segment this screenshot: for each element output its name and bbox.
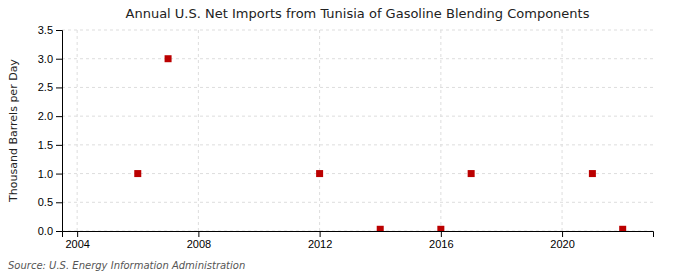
y-tick-mark <box>56 116 62 117</box>
point <box>437 226 444 231</box>
y-grid-line <box>62 30 653 31</box>
x-grid-line <box>77 30 78 231</box>
x-tick-label: 2012 <box>308 238 332 250</box>
x-tick: 2004 <box>65 231 89 250</box>
y-tick: 1.0 <box>38 168 62 180</box>
y-tick-mark <box>56 59 62 60</box>
y-grid-line <box>62 87 653 88</box>
x-tick-mark <box>562 231 563 237</box>
x-tick-label: 2020 <box>550 238 574 250</box>
y-tick-label: 1.0 <box>38 168 53 180</box>
y-tick-mark <box>56 174 62 175</box>
y-tick-label: 3.5 <box>38 24 53 36</box>
y-grid-line <box>62 173 653 174</box>
y-tick: 2.0 <box>38 110 62 122</box>
source-note: Source: U.S. Energy Information Administ… <box>8 260 245 271</box>
y-tick: 3.5 <box>38 24 62 36</box>
y-tick: 1.5 <box>38 139 62 151</box>
x-tick-label: 2004 <box>65 238 89 250</box>
y-tick-label: 2.5 <box>38 81 53 93</box>
y-tick-mark <box>56 87 62 88</box>
x-axis: 2004 2008 2012 2016 2020 <box>63 231 654 250</box>
point <box>619 226 626 231</box>
point <box>165 55 172 62</box>
y-grid-line <box>62 202 653 203</box>
chart-container: 2004 2008 2012 2016 2020 0.0 0.5 1.0 1.5 2.0 2.5 3.… <box>0 0 675 275</box>
x-grid-line <box>198 30 199 231</box>
point <box>134 170 141 177</box>
y-tick: 0.5 <box>38 196 62 208</box>
y-tick-mark <box>56 145 62 146</box>
point <box>589 170 596 177</box>
x-grid-line <box>440 30 441 231</box>
y-tick-label: 3.0 <box>38 53 53 65</box>
points <box>134 55 626 231</box>
y-tick-label: 2.0 <box>38 110 53 122</box>
y-tick-label: 1.5 <box>38 139 53 151</box>
title: Annual U.S. Net Imports from Tunisia of … <box>126 6 590 21</box>
x-grid-line <box>562 30 563 231</box>
y-axis: 0.0 0.5 1.0 1.5 2.0 2.5 3.0 3.5 <box>38 24 63 237</box>
y-axis-title: Thousand Barrels per Day <box>7 59 20 203</box>
y-tick-mark <box>56 30 62 31</box>
x-tick-label: 2016 <box>429 238 453 250</box>
y-grid-line <box>62 144 653 145</box>
y-tick: 2.5 <box>38 81 62 93</box>
point <box>468 170 475 177</box>
y-tick: 0.0 <box>38 225 62 237</box>
x-tick-mark <box>320 231 321 237</box>
y-tick-mark <box>56 231 62 232</box>
y-tick-mark <box>56 202 62 203</box>
x-tick-mark <box>198 231 199 237</box>
y-tick-label: 0.0 <box>38 225 53 237</box>
x-tick: 2016 <box>429 231 453 250</box>
x-tick: 2012 <box>308 231 332 250</box>
x-grid-line <box>319 30 320 231</box>
x-axis-line <box>63 232 654 238</box>
x-tick-mark <box>441 231 442 237</box>
y-tick: 3.0 <box>38 53 62 65</box>
x-tick-label: 2008 <box>187 238 211 250</box>
y-grid-line <box>62 58 653 59</box>
x-tick-mark <box>77 231 78 237</box>
x-tick: 2008 <box>187 231 211 250</box>
point <box>316 170 323 177</box>
y-tick-label: 0.5 <box>38 196 53 208</box>
y-grid-line <box>62 116 653 117</box>
x-tick: 2020 <box>550 231 574 250</box>
point <box>377 226 384 231</box>
grid <box>62 30 653 231</box>
chart-svg: 2004 2008 2012 2016 2020 0.0 0.5 1.0 1.5 2.0 2.5 3.… <box>0 0 675 275</box>
y-axis-line <box>56 31 63 232</box>
plot-area: 2004 2008 2012 2016 2020 0.0 0.5 1.0 1.5 2.0 2.5 3.… <box>38 24 654 250</box>
